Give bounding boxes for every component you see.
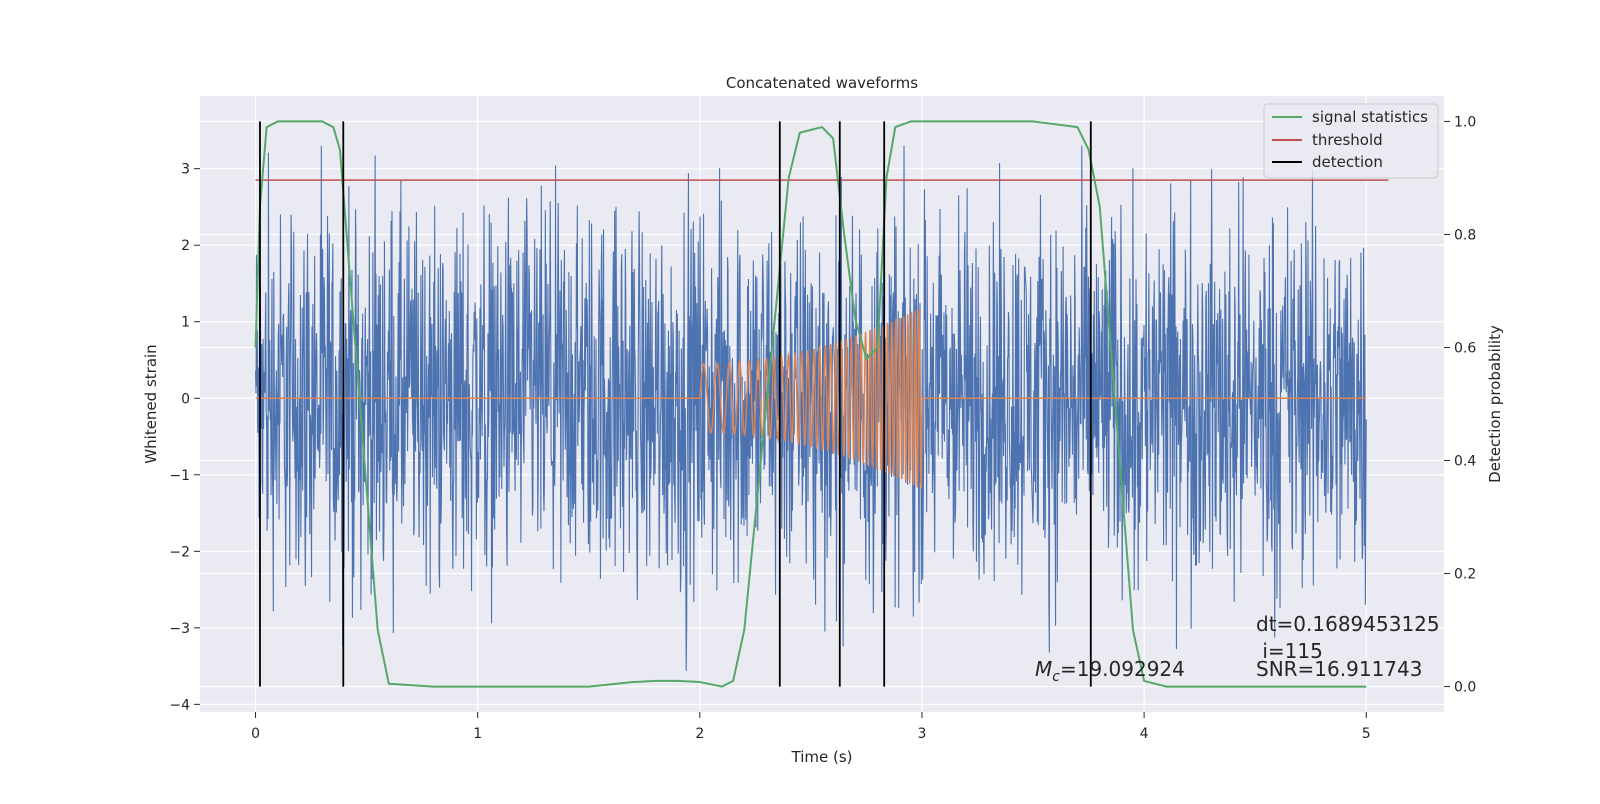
x-tick-label: 4 <box>1140 726 1149 742</box>
injected-waveform-series <box>255 308 1367 490</box>
y-left-tick-label: 2 <box>181 238 190 254</box>
y-right-tick-label: 0.4 <box>1454 454 1476 470</box>
injected-waveform-line <box>255 308 1367 490</box>
x-tick-label: 2 <box>695 726 704 742</box>
y-right-tick-label: 0.0 <box>1454 680 1476 696</box>
y-left-tick-label: −4 <box>169 697 190 713</box>
y-left-tick-label: 1 <box>181 315 190 331</box>
y-right-tick-label: 1.0 <box>1454 114 1476 130</box>
y-axis-left-label: Whitened strain <box>142 344 160 463</box>
legend: signal statistics threshold detection <box>1263 103 1439 179</box>
x-tick-label: 3 <box>918 726 927 742</box>
legend-box <box>1263 103 1439 179</box>
y-left-tick-label: −2 <box>169 544 190 560</box>
x-tick-label: 1 <box>473 726 482 742</box>
strain-series <box>254 145 1367 671</box>
y-left-tick-label: 0 <box>181 391 190 407</box>
y-right-tick-label: 0.2 <box>1454 567 1476 583</box>
y-right-tick-label: 0.8 <box>1454 227 1476 243</box>
signal-statistics-series <box>254 120 1367 688</box>
signal-statistics-line <box>254 120 1367 688</box>
dt-annotation: dt=0.1689453125 <box>1256 612 1440 636</box>
y-left-tick-label: 3 <box>181 162 190 178</box>
legend-label-signal-statistics: signal statistics <box>1312 108 1428 126</box>
detection-lines <box>259 121 1092 687</box>
snr-annotation: SNR=16.911743 <box>1256 657 1422 681</box>
strain-line <box>254 145 1367 671</box>
legend-label-detection: detection <box>1312 153 1383 171</box>
axis-ticks: 0 1 2 3 4 5 −4 −3 −2 −1 0 1 2 3 0.0 0.2 0.4 0.6 0.8 1.0 <box>169 114 1476 742</box>
annotations: Mc=19.092924 dt=0.1689453125 i=115 SNR=1… <box>1035 612 1440 685</box>
chart-title: Concatenated waveforms <box>726 74 918 92</box>
index-annotation: i=115 <box>1256 639 1323 663</box>
chirp-mass-value: =19.092924 <box>1060 657 1185 681</box>
legend-label-threshold: threshold <box>1312 131 1383 149</box>
chirp-mass-symbol: M <box>1035 657 1052 681</box>
y-axis-right-label: Detection probability <box>1486 325 1504 483</box>
chirp-mass-subscript: c <box>1052 669 1060 685</box>
x-tick-label: 5 <box>1362 726 1371 742</box>
y-left-tick-label: −3 <box>169 621 190 637</box>
y-left-tick-label: −1 <box>169 468 190 484</box>
x-axis-label: Time (s) <box>791 748 853 766</box>
x-tick-label: 0 <box>251 726 260 742</box>
chirp-mass-annotation: Mc=19.092924 <box>1035 657 1185 685</box>
y-right-tick-label: 0.6 <box>1454 340 1476 356</box>
